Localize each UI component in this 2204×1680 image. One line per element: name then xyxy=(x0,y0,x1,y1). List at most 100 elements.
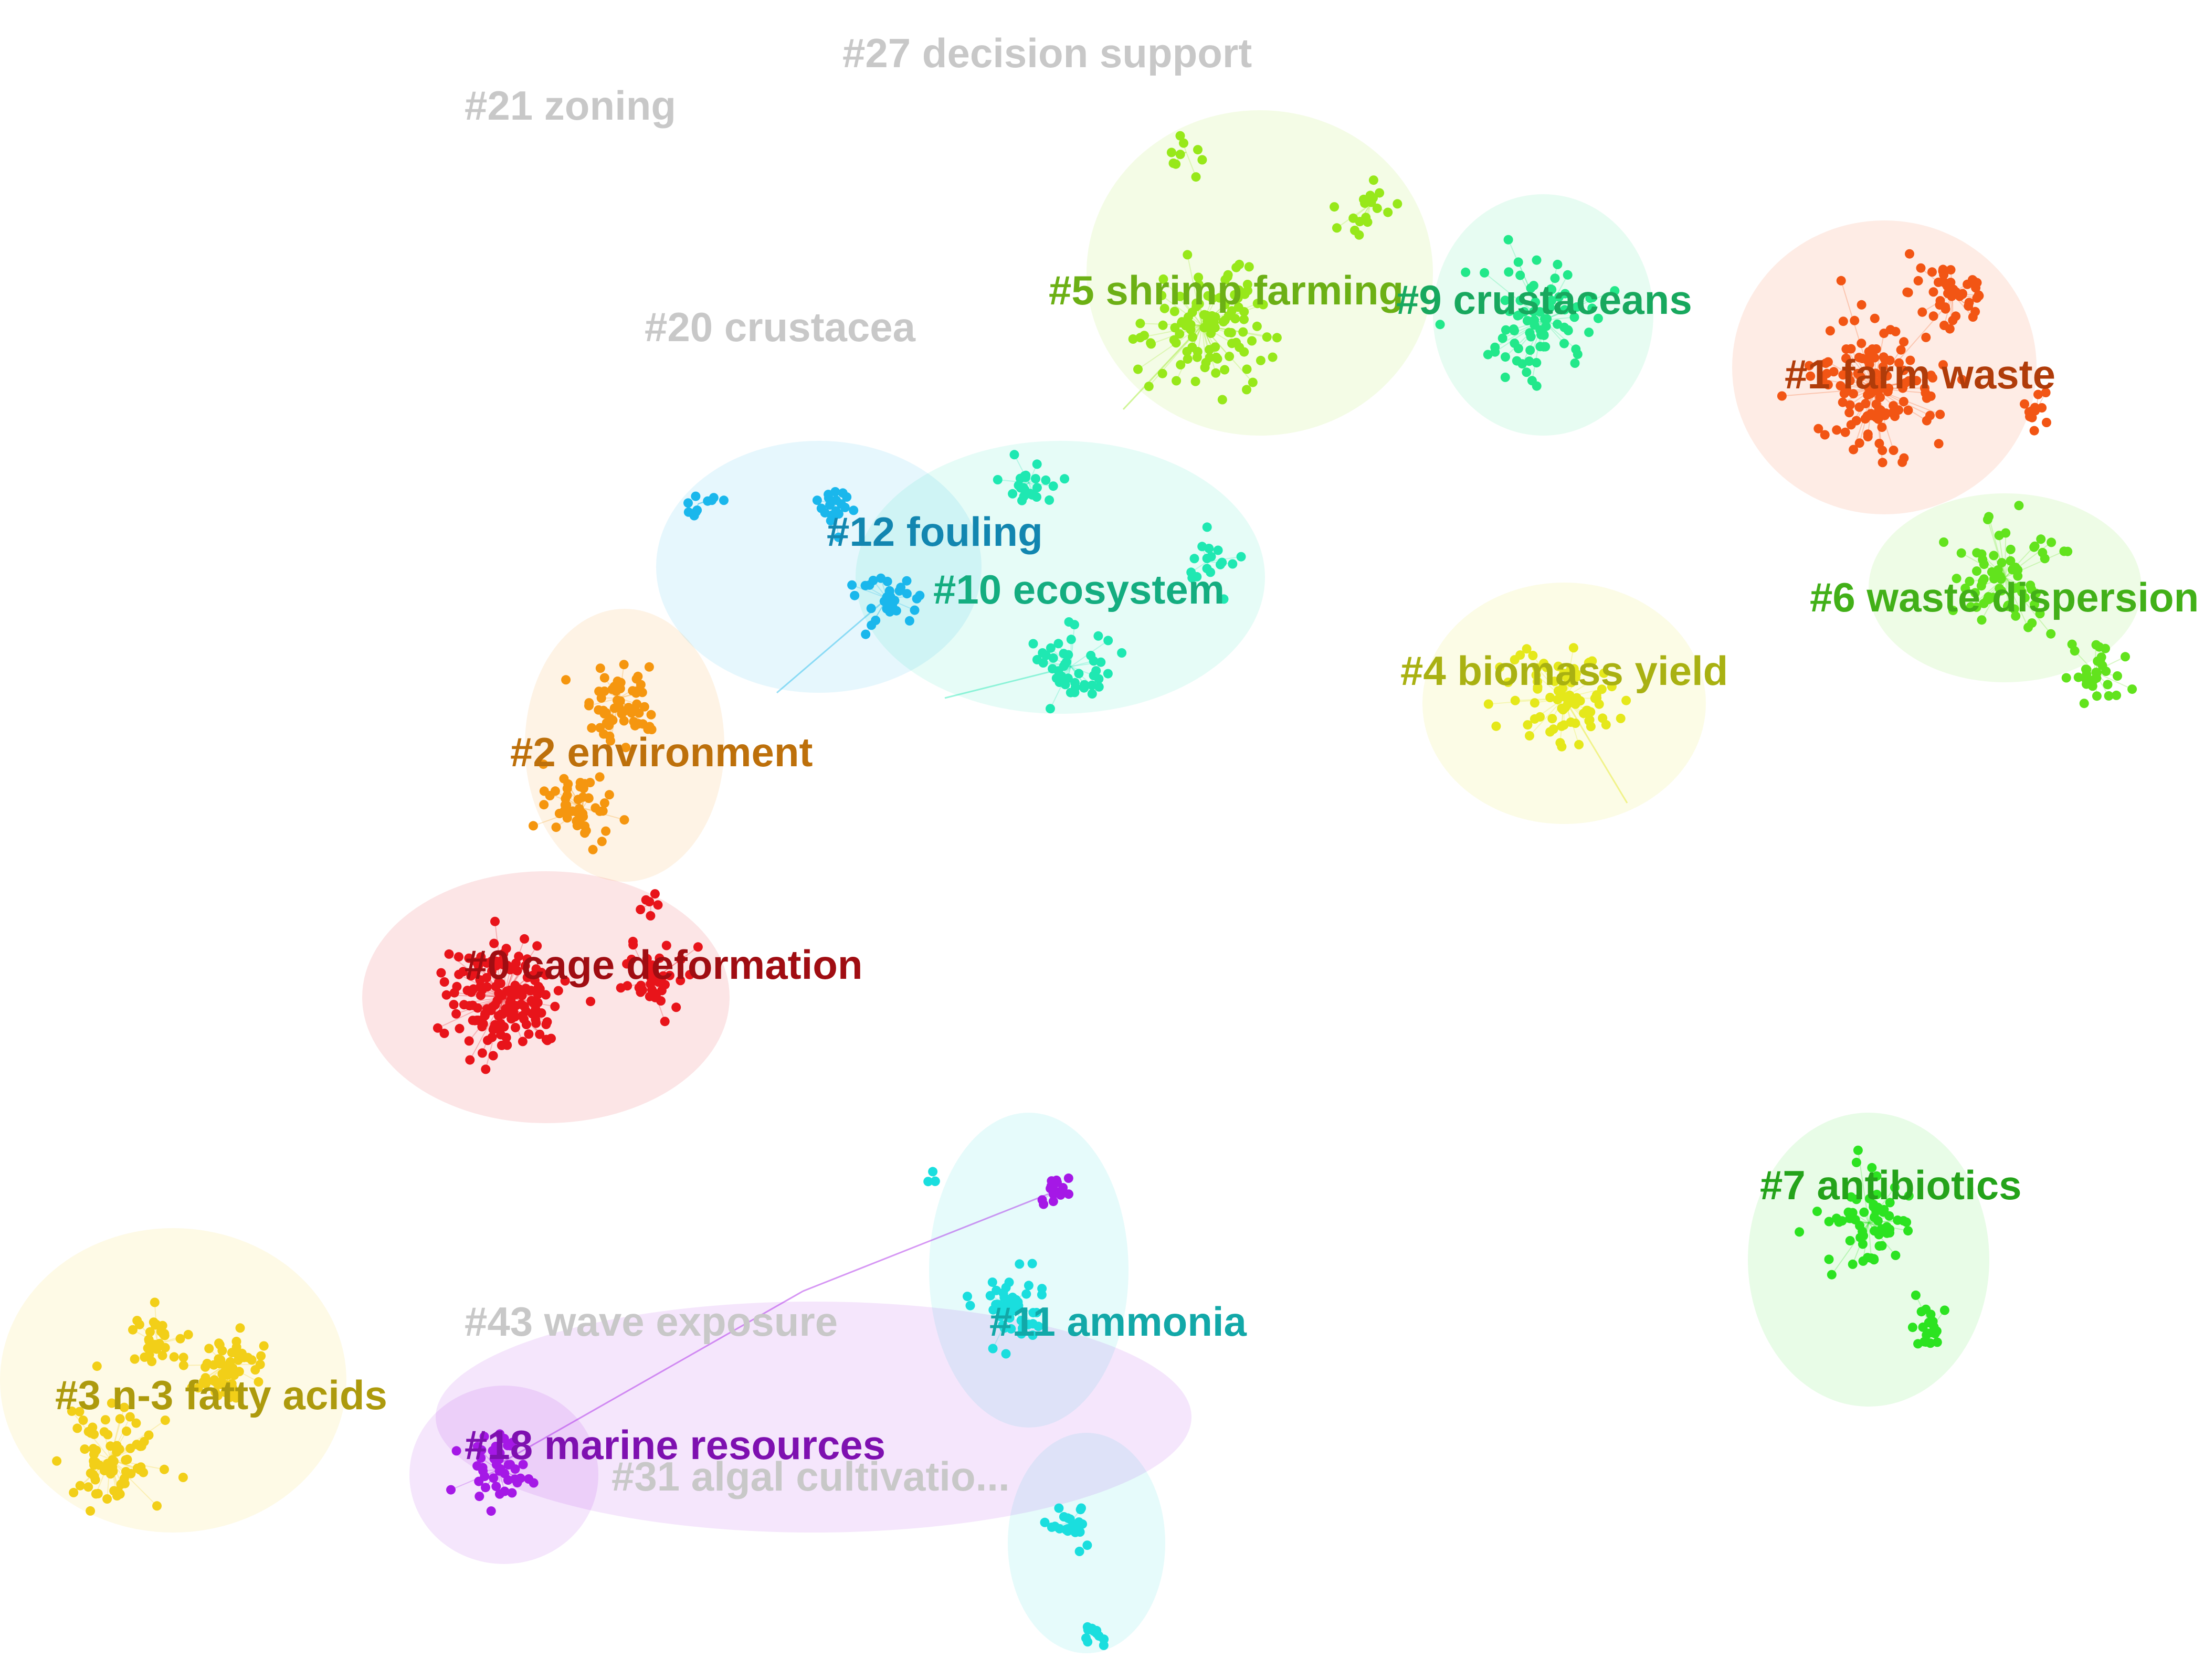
cluster-node-3 xyxy=(259,1341,269,1351)
cluster-node-4 xyxy=(1510,655,1520,665)
cluster-node-11 xyxy=(997,1309,1007,1319)
cluster-node-0 xyxy=(533,998,543,1008)
cluster-node-1 xyxy=(1913,276,1923,286)
cluster-node-9 xyxy=(1509,324,1518,334)
cluster-node-0 xyxy=(477,1048,487,1058)
cluster-node-10 xyxy=(1048,653,1058,663)
cluster-node-0 xyxy=(494,988,504,998)
cluster-node-5 xyxy=(1193,347,1203,356)
cluster-node-3 xyxy=(225,1357,235,1367)
cluster-node-3 xyxy=(255,1359,265,1369)
cluster-node-12 xyxy=(824,493,834,503)
cluster-node-9 xyxy=(1570,358,1580,368)
cluster-node-5 xyxy=(1200,363,1210,373)
cluster-node-0 xyxy=(497,1040,507,1050)
cluster-node-9 xyxy=(1559,305,1569,315)
cluster-edge-5 xyxy=(1163,279,1203,326)
cluster-node-5 xyxy=(1217,395,1227,405)
cluster-label-2: #2 environment xyxy=(510,729,813,775)
cluster-node-4 xyxy=(1557,721,1567,731)
cluster-node-11 xyxy=(1075,1505,1085,1515)
cluster-node-10 xyxy=(1032,483,1042,493)
cluster-node-0 xyxy=(646,973,656,983)
cluster-node-2 xyxy=(529,821,538,831)
cluster-node-4 xyxy=(1574,739,1584,749)
cluster-node-1 xyxy=(1823,357,1833,367)
cluster-node-1 xyxy=(2041,388,2051,397)
cluster-node-0 xyxy=(511,1022,520,1032)
cluster-node-7 xyxy=(1795,1227,1805,1237)
cluster-node-4 xyxy=(1591,690,1601,700)
cluster-node-0 xyxy=(481,1064,491,1074)
cluster-node-1 xyxy=(2042,418,2051,427)
cluster-node-9 xyxy=(1569,312,1579,322)
cluster-node-5 xyxy=(1172,376,1182,386)
cluster-node-9 xyxy=(1610,286,1620,296)
cluster-node-12 xyxy=(912,594,922,604)
cluster-node-1 xyxy=(1899,365,1908,375)
cluster-node-10 xyxy=(1202,522,1212,532)
cluster-node-12 xyxy=(703,496,713,506)
cluster-node-2 xyxy=(599,729,609,739)
cluster-node-2 xyxy=(580,821,590,831)
cluster-node-18 xyxy=(479,1432,489,1442)
cluster-node-6 xyxy=(2079,699,2089,709)
cluster-node-3 xyxy=(226,1364,236,1374)
cluster-node-6 xyxy=(1966,602,1976,612)
cluster-node-4 xyxy=(1528,651,1538,660)
cluster-node-6 xyxy=(2029,542,2039,552)
cluster-node-6 xyxy=(2047,537,2057,547)
cluster-node-12 xyxy=(902,576,912,586)
cluster-node-11 xyxy=(1082,1622,1092,1632)
cluster-node-7 xyxy=(1872,1189,1882,1199)
cluster-node-6 xyxy=(2011,611,2021,621)
cluster-node-4 xyxy=(1553,686,1563,696)
cluster-node-2 xyxy=(588,844,598,854)
cluster-node-9 xyxy=(1500,372,1510,382)
cluster-node-12 xyxy=(816,503,826,513)
cluster-node-5 xyxy=(1166,147,1176,157)
cluster-node-1 xyxy=(1871,368,1881,378)
cluster-node-6 xyxy=(2003,600,2013,610)
cluster-node-3 xyxy=(178,1473,188,1482)
cluster-node-0 xyxy=(501,1033,511,1042)
cluster-node-10 xyxy=(1046,643,1056,653)
cluster-node-12 xyxy=(885,607,895,617)
cluster-node-10 xyxy=(1046,704,1055,714)
cluster-node-5 xyxy=(1223,270,1233,280)
cluster-node-6 xyxy=(2017,587,2027,597)
cluster-node-5 xyxy=(1194,272,1204,282)
cluster-node-0 xyxy=(470,1016,480,1026)
cluster-node-1 xyxy=(1873,414,1883,424)
inter-cluster-link xyxy=(776,597,888,694)
cluster-node-1 xyxy=(1903,405,1913,415)
cluster-node-10 xyxy=(1066,688,1075,698)
cluster-node-6 xyxy=(1970,588,1980,598)
cluster-node-0 xyxy=(464,1036,474,1046)
cluster-node-18 xyxy=(489,1473,499,1483)
cluster-node-11 xyxy=(1013,1297,1023,1307)
cluster-node-2 xyxy=(590,803,600,813)
cluster-node-3 xyxy=(69,1487,79,1497)
cluster-label-5: #5 shrimp farming xyxy=(1049,267,1404,313)
cluster-node-5 xyxy=(1190,376,1200,386)
cluster-node-0 xyxy=(655,953,665,963)
cluster-node-5 xyxy=(1224,327,1233,337)
cluster-node-7 xyxy=(1891,1250,1901,1260)
cluster-node-9 xyxy=(1559,322,1569,332)
cluster-node-2 xyxy=(599,798,609,808)
cluster-node-1 xyxy=(1854,353,1864,363)
cluster-node-3 xyxy=(107,1398,117,1408)
cluster-node-3 xyxy=(254,1377,263,1387)
cluster-node-12 xyxy=(847,580,857,590)
cluster-node-1 xyxy=(1917,307,1927,317)
cluster-node-2 xyxy=(621,743,631,753)
cluster-node-0 xyxy=(651,990,661,1000)
cluster-node-9 xyxy=(1435,320,1445,330)
cluster-node-9 xyxy=(1543,303,1553,313)
cluster-node-3 xyxy=(86,1468,96,1478)
cluster-node-0 xyxy=(536,968,546,977)
cluster-node-0 xyxy=(505,998,515,1008)
cluster-node-6 xyxy=(1960,584,1970,593)
cluster-node-1 xyxy=(1849,389,1858,399)
